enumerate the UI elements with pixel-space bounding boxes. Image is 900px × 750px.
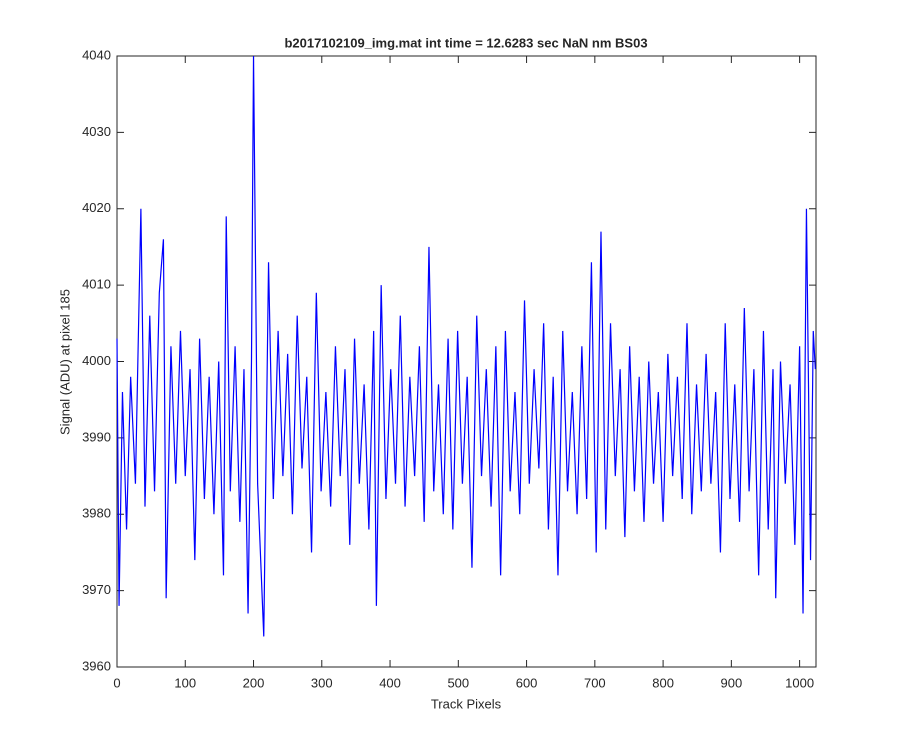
x-tick-label: 600 [516, 675, 538, 690]
x-tick-label: 1000 [785, 675, 814, 690]
y-tick-label: 3960 [82, 658, 111, 673]
y-tick-label: 3980 [82, 506, 111, 521]
chart-title: b2017102109_img.mat int time = 12.6283 s… [284, 35, 647, 50]
x-tick-label: 200 [243, 675, 265, 690]
y-tick-label: 3990 [82, 429, 111, 444]
x-tick-label: 700 [584, 675, 606, 690]
x-tick-label: 100 [174, 675, 196, 690]
y-tick-label: 4040 [82, 47, 111, 62]
y-tick-label: 4030 [82, 124, 111, 139]
x-axis-label: Track Pixels [431, 696, 502, 711]
x-tick-label: 0 [113, 675, 120, 690]
x-tick-label: 500 [447, 675, 469, 690]
x-tick-label: 900 [721, 675, 743, 690]
y-tick-label: 3970 [82, 582, 111, 597]
x-tick-label: 800 [652, 675, 674, 690]
y-axis-label: Signal (ADU) at pixel 185 [57, 289, 72, 435]
data-line [116, 55, 816, 637]
y-tick-label: 4000 [82, 353, 111, 368]
x-tick-label: 300 [311, 675, 333, 690]
x-tick-label: 400 [379, 675, 401, 690]
y-tick-label: 4010 [82, 277, 111, 292]
y-tick-label: 4020 [82, 200, 111, 215]
